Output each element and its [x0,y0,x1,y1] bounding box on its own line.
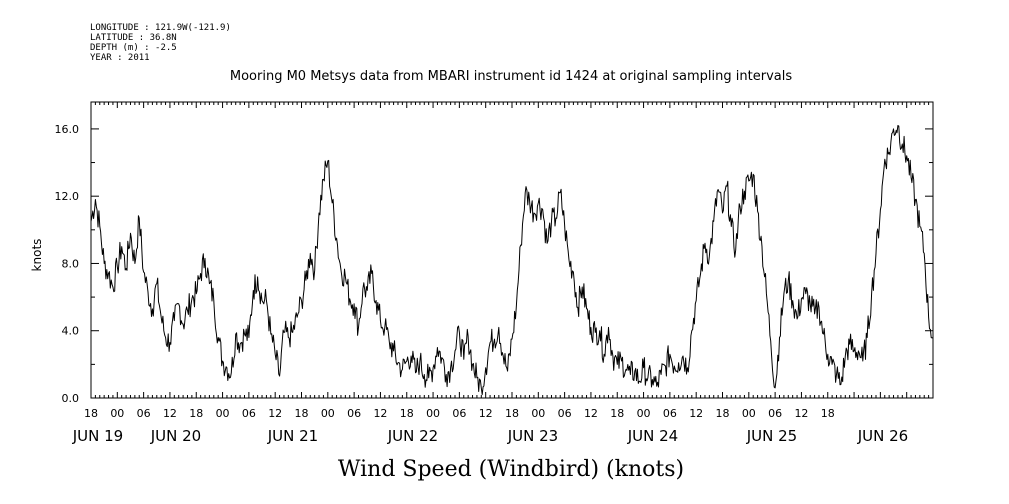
x-tick-label: 12 [163,407,177,420]
y-tick-label: 8.0 [62,257,80,270]
meta-latitude: LATITUDE : 36.8N [90,33,177,43]
x-tick-label: 06 [242,407,256,420]
x-tick-label: 00 [531,407,545,420]
x-tick-label: 18 [400,407,414,420]
x-tick-label: 18 [716,407,730,420]
y-tick-label: 4.0 [62,325,80,338]
x-tick-label: 06 [452,407,466,420]
x-tick-label: 00 [110,407,124,420]
y-tick-labels: 0.0 4.0 8.0 12.0 16.0 [55,123,80,405]
day-label: JUN 25 [746,427,797,445]
y-axis-label: knots [30,239,44,272]
x-tick-labels: 18 00 06 12 18 00 06 12 18 00 06 12 18 00 06 12 18 00 06 12… [84,407,835,420]
x-tick-label: 18 [189,407,203,420]
day-label: JUN 23 [507,427,558,445]
x-tick-label: 18 [505,407,519,420]
x-tick-label: 06 [768,407,782,420]
x-tick-label: 06 [347,407,361,420]
meta-longitude: LONGITUDE : 121.9W(-121.9) [90,23,231,33]
x-tick-label: 18 [610,407,624,420]
x-tick-label: 12 [373,407,387,420]
x-tick-label: 06 [663,407,677,420]
x-tick-label: 12 [689,407,703,420]
day-label: JUN 26 [857,427,908,445]
y-tick-label: 12.0 [55,190,80,203]
day-label: JUN 21 [267,427,318,445]
x-tick-label: 00 [426,407,440,420]
day-label: JUN 22 [387,427,438,445]
x-tick-label: 18 [821,407,835,420]
x-tick-label: 00 [321,407,335,420]
plot-frame [90,101,934,399]
y-tick-label: 16.0 [55,123,80,136]
x-tick-label: 18 [84,407,98,420]
axis-ticks [90,102,934,399]
x-tick-label: 12 [584,407,598,420]
x-tick-label: 00 [637,407,651,420]
day-label: JUN 24 [627,427,678,445]
meta-depth: DEPTH (m) : -2.5 [90,43,177,53]
day-labels: JUN 19 JUN 20 JUN 21 JUN 22 JUN 23 JUN 24 JUN … [72,427,908,445]
x-tick-label: 12 [794,407,808,420]
chart-title: Mooring M0 Metsys data from MBARI instru… [230,69,792,84]
y-tick-label: 0.0 [62,392,80,405]
meta-block: LONGITUDE : 121.9W(-121.9) LATITUDE : 36… [90,23,231,63]
x-tick-label: 00 [742,407,756,420]
meta-year: YEAR : 2011 [90,53,150,63]
x-tick-label: 06 [137,407,151,420]
x-tick-label: 06 [558,407,572,420]
day-label: JUN 19 [72,427,123,445]
day-label: JUN 20 [150,427,201,445]
x-tick-label: 12 [479,407,493,420]
x-tick-label: 00 [216,407,230,420]
x-tick-label: 12 [268,407,282,420]
x-axis-label: Wind Speed (Windbird) (knots) [338,457,684,482]
x-tick-label: 18 [295,407,309,420]
wind-speed-line [90,125,934,396]
